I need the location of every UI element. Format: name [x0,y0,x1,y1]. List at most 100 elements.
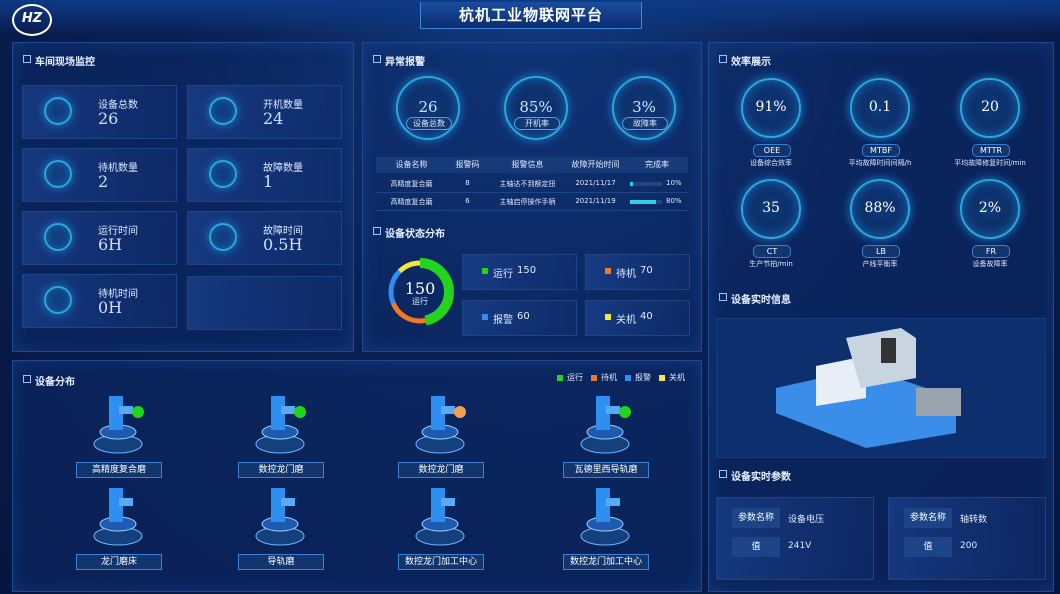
machine-icon [255,488,305,546]
stat-card [187,276,342,330]
metric-ring [960,78,1020,138]
status-name: 待机 [616,269,636,280]
stat-label: 运行时间 [98,226,138,237]
progress-label: 10% [666,179,682,187]
metric-ring [850,179,910,239]
donut [386,258,454,326]
metric-value: 35 [762,200,780,216]
status-name: 关机 [616,315,636,326]
gauge-label: 故障率 [622,117,668,130]
metric-ring [960,179,1020,239]
icon-body [596,396,610,430]
column-header: 设备名称 [395,160,428,169]
stat-label: 待机时间 [98,289,138,300]
stat-value: 0.5H [263,235,303,254]
stat-value: 24 [263,109,284,128]
machine-name: 数控龙门磨 [238,462,324,478]
panel-title: 设备状态分布 [373,225,445,240]
status-dot [294,406,306,418]
status-card [585,300,690,336]
status-value: 150 [517,265,537,276]
legend-dot [557,375,563,381]
icon-arm [606,498,620,506]
metric-label: 平均故障时间间隔/h [848,159,912,167]
param-value: 241V [788,541,812,551]
column-header: 报警码 [455,160,480,169]
legend-label: 待机 [601,373,617,382]
status-dot [482,268,488,274]
table-header [376,157,688,173]
stat-value: 26 [98,109,119,128]
machine-name: 数控龙门磨 [398,462,484,478]
metric-value: 20 [981,99,999,115]
status-value: 60 [517,311,530,322]
page-title: 杭机工业物联网平台 [420,2,642,29]
icon-arm [281,498,295,506]
metric-label: 平均故障修复时间/min [954,159,1026,167]
gauge-label: 开机率 [514,117,560,130]
metric-ring [741,78,801,138]
panel-title: 设备实时信息 [719,291,791,306]
column-header: 故障开始时间 [571,160,620,169]
param-key: 参数名称 [732,508,780,528]
donut-center-label: 运行 [412,297,428,306]
metric-label: 设备故障率 [972,260,1008,268]
icon-arm [441,406,455,414]
donut-segment [388,260,452,324]
icon-arm [119,406,133,414]
table-cell: 2021/11/17 [575,179,616,187]
panel-title: 设备实时参数 [719,468,791,483]
metric-code: LB [862,245,900,258]
status-name: 运行 [493,269,513,280]
status-card [462,254,577,290]
metric-ring [850,78,910,138]
metric-ring [741,179,801,239]
stat-value: 0H [98,298,123,317]
status-name: 报警 [493,315,513,326]
legend-dot [659,375,665,381]
status-card [585,254,690,290]
metric-code: MTBF [862,144,900,157]
progress-bar [630,200,656,204]
status-dot [605,314,611,320]
panel-title: 设备分布 [23,373,75,388]
metric-code: CT [753,245,791,258]
machine-spindle [881,338,896,363]
status-value: 70 [640,265,653,276]
stat-label: 设备总数 [98,100,138,111]
param-key: 值 [732,537,780,557]
panel-title: 效率展示 [719,53,771,68]
machine-name: 瓦德里西导轨磨 [563,462,649,478]
table-row [376,194,688,211]
legend-dot [591,375,597,381]
legend-label: 运行 [567,373,583,382]
machine-image [716,318,1046,458]
machine-name: 导轨磨 [238,554,324,570]
icon-body [431,396,445,430]
table-cell: 8 [465,179,470,187]
param-key: 值 [904,537,952,557]
stat-icon [209,223,237,251]
stat-value: 1 [263,172,274,191]
param-value: 200 [960,541,978,551]
status-dot [482,314,488,320]
stat-icon [44,286,72,314]
table-cell: 2021/11/19 [575,197,616,205]
param-key: 参数名称 [904,508,952,528]
panel-title: 车间现场监控 [23,53,95,68]
icon-body [596,488,610,522]
machine-name: 高精度复合磨 [76,462,162,478]
stat-icon [44,223,72,251]
progress-track [630,182,662,186]
table-cell: 6 [465,197,470,205]
metric-code: OEE [753,144,791,157]
donut-segment [388,260,452,324]
column-header: 报警信息 [511,160,544,169]
stat-label: 待机数量 [98,163,138,174]
status-dot [454,406,466,418]
icon-body [271,396,285,430]
metric-label: 生产节拍/min [749,260,793,268]
icon-arm [281,406,295,414]
machine-name: 数控龙门加工中心 [398,554,484,570]
